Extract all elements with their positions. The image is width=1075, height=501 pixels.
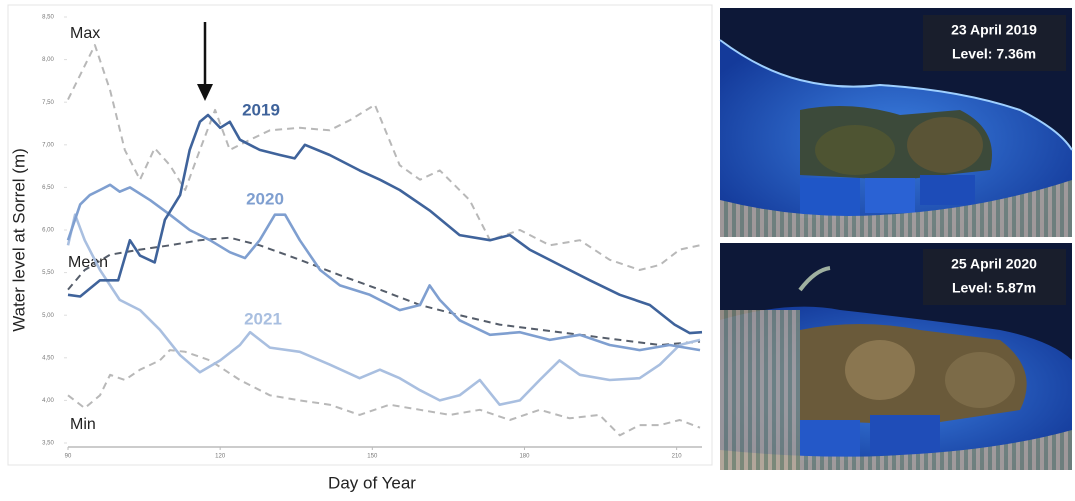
x-tick-label: 90 — [65, 454, 72, 460]
series-label: 2019 — [242, 100, 280, 119]
image-level: Level: 7.36m — [952, 46, 1036, 62]
y-tick-label: 6,00 — [42, 228, 54, 234]
y-tick-label: 7,50 — [42, 100, 54, 106]
series-label: Mean — [68, 254, 108, 271]
image-level: Level: 5.87m — [952, 280, 1036, 296]
series-label: 2021 — [244, 309, 282, 328]
page: 3,50 4,00 4,50 5,00 5,50 6,00 6,50 7,00 7,50 8,00… — [0, 0, 1075, 501]
series-label: 2020 — [246, 189, 284, 208]
y-tick-label: 5,00 — [42, 313, 54, 319]
chart-frame — [8, 5, 712, 465]
y-tick-label: 3,50 — [42, 441, 54, 447]
satellite-image — [720, 243, 1072, 470]
y-tick-label: 4,00 — [42, 398, 54, 404]
y-tick-label: 5,50 — [42, 270, 54, 276]
y-tick-label: 7,00 — [42, 142, 54, 148]
y-tick-label: 8,00 — [42, 57, 54, 63]
y-tick-label: 8,50 — [42, 15, 54, 21]
x-tick-label: 210 — [672, 454, 683, 460]
y-tick-label: 6,50 — [42, 185, 54, 191]
image-date: 25 April 2020 — [951, 256, 1037, 272]
x-tick-label: 120 — [215, 454, 226, 460]
y-axis-label: Water level at Sorrel (m) — [9, 148, 28, 332]
satellite-image — [720, 8, 1072, 237]
x-axis-label: Day of Year — [328, 473, 416, 492]
y-tick-label: 4,50 — [42, 355, 54, 361]
x-tick-label: 180 — [519, 454, 530, 460]
figure: 3,50 4,00 4,50 5,00 5,50 6,00 6,50 7,00 7,50 8,00… — [0, 0, 1075, 501]
series-label: Min — [70, 416, 96, 433]
series-label: Max — [70, 25, 100, 42]
x-tick-label: 150 — [367, 454, 378, 460]
image-date: 23 April 2019 — [951, 22, 1037, 38]
